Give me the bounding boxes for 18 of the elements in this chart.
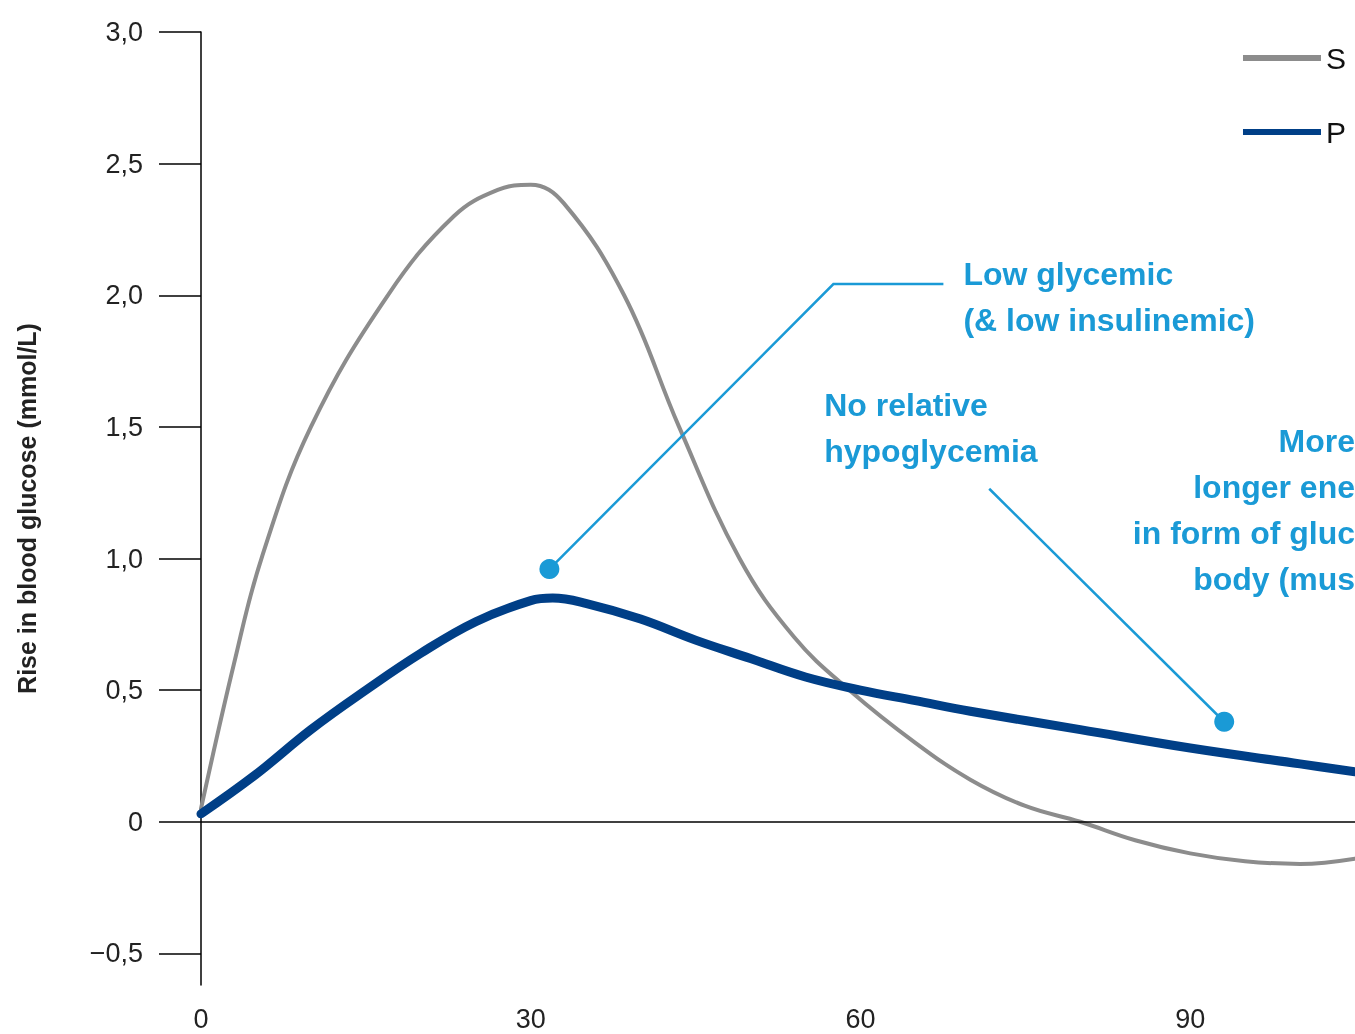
y-tick-label: −0,5: [89, 938, 143, 969]
x-tick-label: 0: [193, 1003, 209, 1034]
y-tick-label: 1,0: [105, 543, 143, 574]
y-tick-label: 1,5: [105, 411, 143, 442]
legend-label: S: [1325, 41, 1347, 75]
x-tick-label: 60: [845, 1003, 876, 1034]
annotation: More longer ene in form of gluc body (mus: [1132, 423, 1355, 597]
y-tick-label: 0: [127, 806, 143, 837]
y-tick-label: 0,5: [105, 675, 143, 706]
annotation: No relative hypoglycemia: [824, 386, 1038, 469]
x-tick-label: 90: [1175, 1003, 1206, 1034]
y-tick-label: 2,0: [105, 280, 143, 311]
legend-label: P: [1325, 115, 1347, 149]
annotation: Low glycemic (& low insulinemic): [963, 256, 1255, 339]
y-axis-title: Rise in blood glucose (mmol/L): [12, 323, 41, 694]
y-tick-label: 2,5: [105, 148, 143, 179]
x-tick-label: 30: [515, 1003, 546, 1034]
y-tick-label: 3,0: [105, 17, 143, 47]
